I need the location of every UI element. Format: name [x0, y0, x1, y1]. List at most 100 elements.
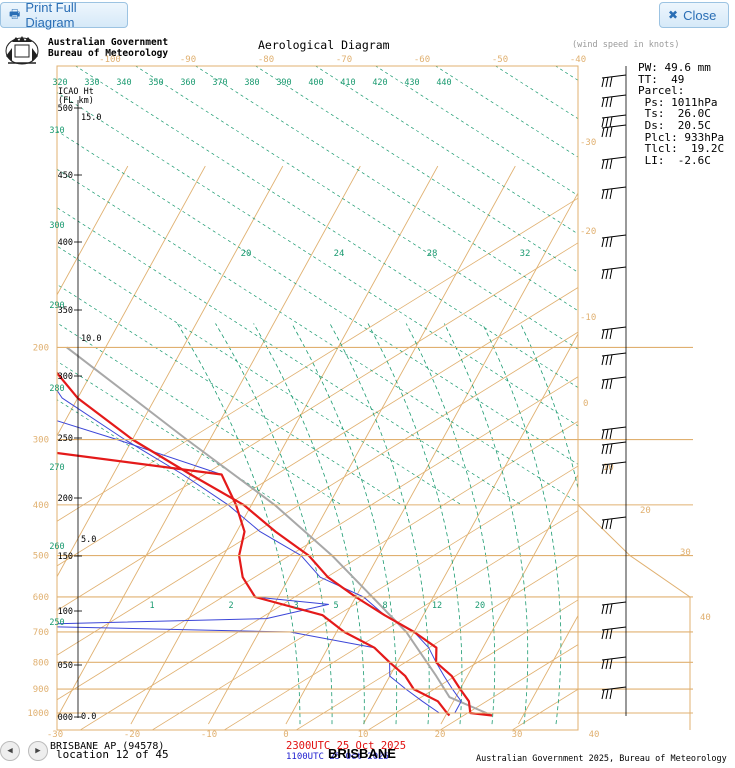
wind-barb-feather [601, 127, 605, 138]
wind-barb-staff [601, 234, 627, 239]
wind-barb [601, 352, 627, 366]
wind-barb [601, 626, 627, 640]
legend-time-red: 2300UTC 25 Oct 2025 [286, 740, 407, 752]
wind-barb-feather [601, 379, 605, 390]
theta-label: 380 [244, 78, 259, 88]
print-full-diagram-button[interactable]: 🖶 Print Full Diagram [0, 0, 128, 30]
wind-barb-feather [609, 158, 613, 170]
printer-icon: 🖶 [9, 6, 21, 21]
wind-barb-feather [605, 77, 609, 88]
mixing-ratio-label: 20 [241, 249, 252, 259]
wind-barb-feather [601, 77, 605, 88]
pressure-tick-label: 500 [33, 552, 49, 562]
right-temp-label: 0 [583, 399, 588, 409]
wind-barb-feather [605, 269, 609, 280]
bottom-temp-label: 10 [358, 730, 369, 740]
wind-barb-feather [609, 378, 613, 390]
dry-adiabat-line [439, 644, 578, 730]
bottom-temp-label: 20 [435, 730, 446, 740]
theta-label: 360 [180, 78, 195, 88]
pressure-tick-label: 600 [33, 593, 49, 603]
dry-adiabat-line [223, 510, 578, 730]
close-icon: ✖ [668, 8, 679, 22]
wind-barb-feather [609, 518, 613, 530]
previous-location-button[interactable]: ◀ [0, 741, 20, 761]
stat-ds: Ds: 20.5C [638, 118, 711, 132]
moist-diagonal-line [134, 66, 578, 350]
flight-level-label: 400 [58, 238, 73, 248]
next-location-button[interactable]: ▶ [28, 741, 48, 761]
copyright-notice: Australian Government 2025, Bureau of Me… [476, 754, 727, 764]
moist-diagonal-line [374, 66, 578, 196]
wind-barb-staff [601, 124, 627, 129]
moist-diagonal-line [57, 130, 578, 465]
wind-barb-feather [601, 689, 605, 700]
right-temp-label: 40 [700, 613, 711, 623]
km-height-label: 5.0 [81, 535, 96, 545]
wind-barb-feather [609, 76, 613, 88]
theta-side-label: 290 [49, 301, 64, 311]
parcel-stats-panel: PW: 49.6 mm TT: 49 Parcel: Ps: 1011hPa Ts:… [638, 62, 724, 166]
pressure-tick-label: 1000 [27, 709, 49, 719]
wind-barb-feather [601, 659, 605, 670]
wind-barb-feather [605, 519, 609, 530]
wind-barb-feather [609, 603, 613, 615]
mixing-ratio-label: 1 [149, 601, 154, 611]
wind-barb-staff [601, 656, 627, 661]
theta-side-label: 280 [49, 384, 64, 394]
dry-adiabat-line [624, 192, 735, 750]
coat-of-arms-logo [5, 36, 39, 65]
red-dewpoint-line [57, 451, 451, 717]
isotherm-line [57, 165, 361, 719]
wind-barb-feather [601, 519, 605, 530]
wind-barb-feather [609, 188, 613, 200]
stat-tlcl: Tlcl: 19.2C [638, 142, 725, 156]
flight-level-label: 450 [58, 171, 73, 181]
theta-label: 340 [116, 78, 131, 88]
wind-barb [601, 461, 627, 475]
moist-adiabat-curve [443, 323, 529, 725]
stat-plcl: Plcl: 933hPa [638, 130, 725, 144]
moist-adiabat-curve [215, 323, 333, 725]
moist-adiabat-curve [367, 323, 463, 725]
org-line-1: Australian Government [48, 37, 169, 48]
wind-barb [601, 326, 627, 340]
isotherm-line [673, 166, 735, 724]
flight-level-label: 350 [58, 306, 73, 316]
stat-ps: Ps: 1011hPa [638, 95, 718, 109]
wind-barb [601, 656, 627, 670]
moist-diagonal-line [57, 92, 578, 427]
wind-barb [601, 94, 627, 108]
isotherm-line [518, 614, 578, 725]
moist-adiabat-curve [482, 323, 562, 725]
close-button[interactable]: ✖ Close [659, 2, 729, 28]
station-id-label: BRISBANE AP (94578) [50, 741, 165, 752]
right-panel-boundary [577, 66, 691, 730]
wind-barb-feather [605, 604, 609, 615]
moist-diagonal-line [57, 284, 401, 505]
theta-side-label: 260 [49, 542, 64, 552]
stat-li: LI: -2.6C [638, 153, 711, 167]
flight-level-label: 050 [58, 661, 73, 671]
mixing-ratio-label: 28 [427, 249, 438, 259]
wind-barb-staff [601, 426, 627, 431]
mixing-ratio-label: 20 [475, 601, 485, 611]
km-height-label: 0.0 [81, 712, 96, 722]
red-temperature-line [57, 371, 493, 717]
mixing-ratio-label: 12 [432, 601, 442, 611]
flight-level-label: 100 [58, 607, 73, 617]
top-temp-label: -100 [99, 55, 121, 65]
dry-adiabat-line [57, 376, 578, 701]
wind-barb-staff [601, 626, 627, 631]
wind-barb-feather [609, 354, 613, 366]
close-button-label: Close [683, 7, 717, 23]
wind-barb-feather [605, 659, 609, 670]
moist-diagonal-line [194, 66, 578, 312]
icao-height-label: ICAO Ht (FL km) [58, 88, 94, 106]
wind-barb [601, 601, 627, 615]
moist-diagonal-line [57, 399, 221, 505]
mixing-ratio-label: 3 [293, 601, 298, 611]
wind-barb-feather [605, 379, 609, 390]
dry-adiabat-line [295, 554, 578, 730]
top-temp-label: -70 [336, 55, 352, 65]
